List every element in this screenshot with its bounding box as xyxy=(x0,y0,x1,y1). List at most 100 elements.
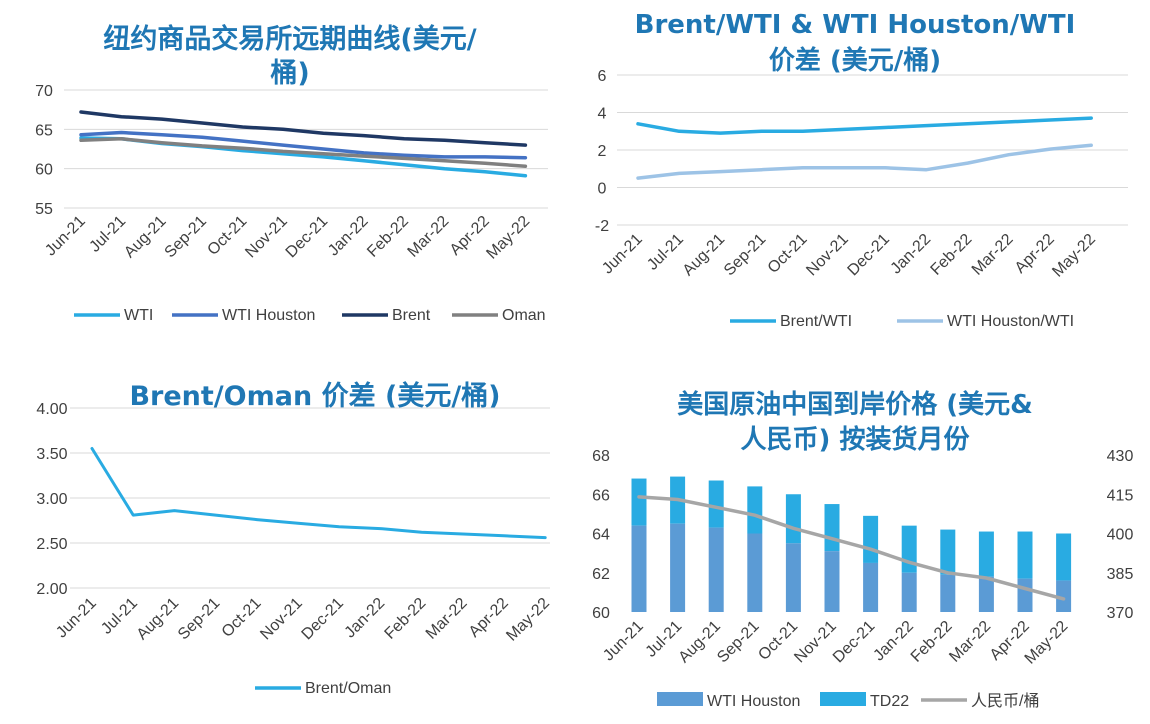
chart1-legend: WTI WTI Houston Brent Oman xyxy=(74,307,546,324)
chart2-y-tick: 6 xyxy=(598,68,607,85)
chart3-x-tick: Jun-21 xyxy=(53,595,100,642)
chart2-x-tick: Aug-21 xyxy=(680,231,729,280)
chart2-title-line2: 价差 (美元/桶) xyxy=(769,45,941,76)
legend-label-brent-wti: Brent/WTI xyxy=(780,313,852,330)
chart1-x-tick: Feb-22 xyxy=(364,213,412,261)
chart2-y-tick: 2 xyxy=(598,143,607,160)
chart4-title-line1: 美国原油中国到岸价格 (美元& xyxy=(677,389,1033,420)
chart3-y-axis: 2.00 2.50 3.00 3.50 4.00 xyxy=(36,401,67,598)
chart3-x-axis: Jun-21Jul-21Aug-21Sep-21Oct-21Nov-21Dec-… xyxy=(53,595,553,645)
chart4-y-tick: 64 xyxy=(592,527,610,544)
bar-wti-houston xyxy=(670,523,686,612)
bar-wti-houston xyxy=(747,533,763,612)
chart4-series-line-rmb xyxy=(637,495,1066,601)
chart1-series-line-oman xyxy=(79,137,528,169)
legend-label-rmb: 人民币/桶 xyxy=(971,692,1039,710)
bar-wti-houston xyxy=(631,525,647,612)
bar-wti-houston xyxy=(1056,580,1072,612)
chart3-x-tick: Mar-22 xyxy=(423,595,471,643)
bar-td22 xyxy=(901,525,917,573)
chart1-title-line1: 纽约商品交易所远期曲线(美元/ xyxy=(103,23,476,55)
chart2-x-tick: Oct-21 xyxy=(765,231,811,277)
chart3-x-tick: May-22 xyxy=(503,595,553,645)
chart4-x-tick: Feb-22 xyxy=(908,618,956,666)
chart4-x-tick: Sep-21 xyxy=(714,618,763,667)
chart2-x-axis: Jun-21Jul-21Aug-21Sep-21Oct-21Nov-21Dec-… xyxy=(599,231,1099,281)
chart4-y2-tick: 430 xyxy=(1107,448,1134,465)
chart1-series xyxy=(79,110,528,178)
chart2-legend: Brent/WTI WTI Houston/WTI xyxy=(730,313,1074,330)
chart1-y-tick: 65 xyxy=(35,122,53,139)
chart4-y-axis-left: 60 62 64 66 68 xyxy=(592,448,610,622)
legend-swatch-wti-houston-bar xyxy=(657,692,703,706)
legend-label-wti-houston: WTI Houston xyxy=(222,307,315,324)
chart4-x-tick: Dec-21 xyxy=(830,618,879,667)
chart4-x-tick: Mar-22 xyxy=(946,618,994,666)
bar-wti-houston xyxy=(901,572,917,612)
chart4-y-tick: 66 xyxy=(592,487,610,504)
chart4-x-tick: May-22 xyxy=(1022,618,1072,668)
chart3-x-tick: Sep-21 xyxy=(175,595,224,644)
chart3-y-tick: 2.50 xyxy=(36,536,67,553)
chart3-x-tick: Dec-21 xyxy=(299,595,348,644)
chart-us-crude-china-landed-price: 美国原油中国到岸价格 (美元& 人民币) 按装货月份 60 62 64 66 68 37… xyxy=(592,389,1133,710)
chart4-y-tick: 68 xyxy=(592,448,610,465)
chart3-series xyxy=(90,447,547,540)
chart4-y2-tick: 415 xyxy=(1107,487,1134,504)
chart2-title-line1: Brent/WTI & WTI Houston/WTI xyxy=(635,10,1076,40)
chart4-title-line2: 人民币) 按装货月份 xyxy=(741,424,970,455)
chart4-y-axis-right: 370 385 400 415 430 xyxy=(1107,448,1134,622)
chart3-y-tick: 2.00 xyxy=(36,581,67,598)
chart1-x-axis: Jun-21Jul-21Aug-21Sep-21Oct-21Nov-21Dec-… xyxy=(42,213,533,263)
chart3-x-tick: Feb-22 xyxy=(382,595,430,643)
chart1-x-tick: Aug-21 xyxy=(121,213,170,262)
chart4-x-tick: Jun-21 xyxy=(600,618,647,665)
chart1-x-tick: Dec-21 xyxy=(283,213,332,262)
chart1-x-tick: Mar-22 xyxy=(405,213,453,261)
chart3-y-tick: 3.50 xyxy=(36,446,67,463)
legend-label-brent-oman: Brent/Oman xyxy=(305,680,391,697)
chart1-y-tick: 70 xyxy=(35,83,53,100)
bar-wti-houston xyxy=(824,551,840,612)
legend-label-wti: WTI xyxy=(124,307,153,324)
legend-label-oman: Oman xyxy=(502,307,546,324)
chart1-series-line-wti-houston xyxy=(79,130,528,160)
chart2-series-line-wti-houston-wti xyxy=(636,143,1093,180)
chart3-x-tick: Aug-21 xyxy=(134,595,183,644)
bar-td22 xyxy=(1017,531,1033,579)
chart4-y2-tick: 400 xyxy=(1107,527,1134,544)
chart1-gridlines xyxy=(64,89,548,209)
bar-td22 xyxy=(863,515,879,563)
chart4-bars xyxy=(631,476,1072,612)
bar-wti-houston xyxy=(1017,578,1033,612)
legend-label-brent: Brent xyxy=(392,307,431,324)
chart4-rmb-line xyxy=(637,495,1066,601)
chart4-x-tick: Nov-21 xyxy=(791,618,840,667)
chart1-series-line-brent xyxy=(79,110,528,147)
chart4-y-tick: 60 xyxy=(592,605,610,622)
chart2-x-tick: Jan-22 xyxy=(888,231,935,278)
bar-wti-houston xyxy=(978,576,994,612)
chart1-y-tick: 60 xyxy=(35,162,53,179)
legend-label-td22: TD22 xyxy=(870,693,909,710)
chart2-y-tick: 0 xyxy=(598,181,607,198)
bar-td22 xyxy=(824,504,840,552)
chart2-series xyxy=(636,116,1093,180)
chart3-legend: Brent/Oman xyxy=(255,680,391,697)
bar-td22 xyxy=(1056,533,1072,581)
chart2-y-tick: -2 xyxy=(595,218,609,235)
chart2-x-tick: May-22 xyxy=(1049,231,1099,281)
chart3-title: Brent/Oman 价差 (美元/桶) xyxy=(129,380,500,412)
legend-label-wti-houston-bar: WTI Houston xyxy=(707,693,800,710)
chart-nymex-forward-curve: 纽约商品交易所远期曲线(美元/ 桶) 55 60 65 70 Jun-21Jul-21… xyxy=(35,23,548,324)
chart2-x-tick: Dec-21 xyxy=(845,231,894,280)
chart2-x-tick: Jun-21 xyxy=(599,231,646,278)
legend-label-wti-houston-wti: WTI Houston/WTI xyxy=(947,313,1074,330)
chart1-y-tick: 55 xyxy=(35,201,53,218)
chart3-gridlines xyxy=(70,407,550,589)
chart3-x-tick: Jan-22 xyxy=(342,595,389,642)
chart2-x-tick: Mar-22 xyxy=(969,231,1017,279)
legend-swatch-td22 xyxy=(820,692,866,706)
chart3-x-tick: Oct-21 xyxy=(219,595,265,641)
